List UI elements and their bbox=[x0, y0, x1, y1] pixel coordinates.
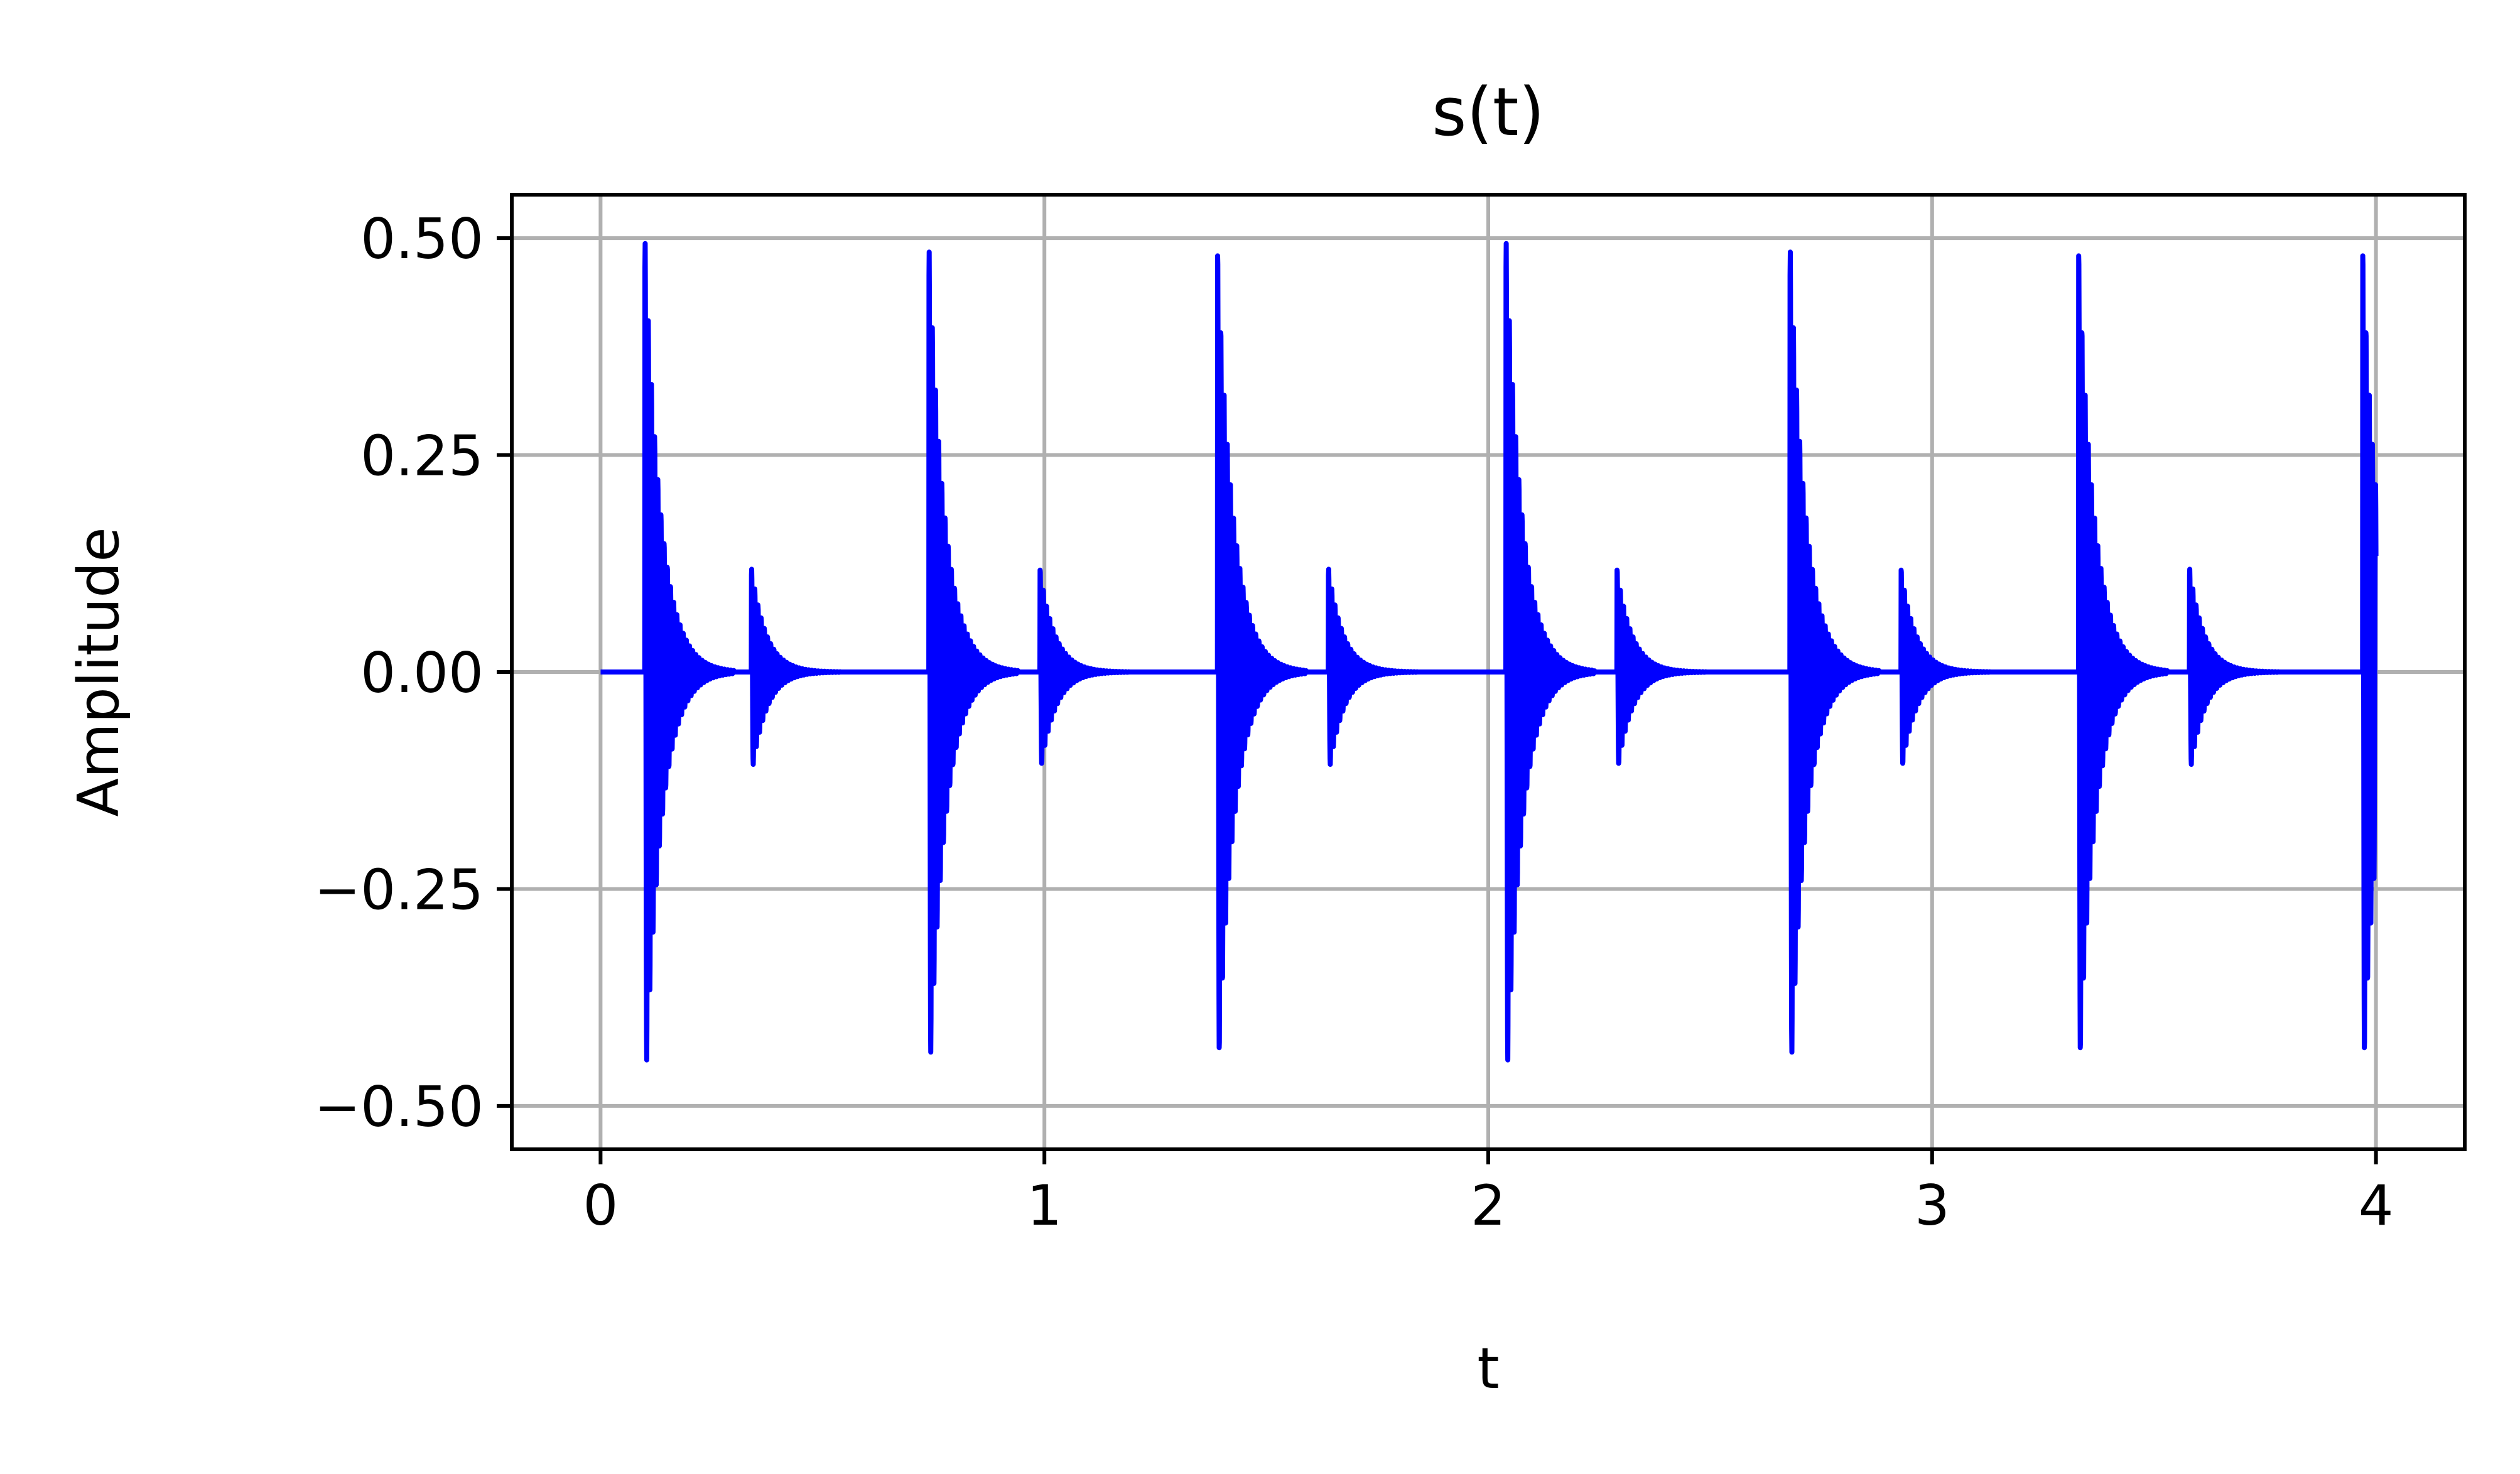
x-tick-label-4: 4 bbox=[2359, 1173, 2394, 1238]
x-tick-label-2: 2 bbox=[1471, 1173, 1506, 1238]
y-tick-label-0: 0.50 bbox=[360, 207, 484, 271]
y-tick-label-1: 0.25 bbox=[360, 424, 484, 489]
plot-area bbox=[598, 241, 2379, 1063]
y-axis-label: Amplitude bbox=[66, 527, 132, 816]
signal-line bbox=[598, 241, 2379, 1063]
x-axis-label: t bbox=[1477, 1336, 1499, 1402]
y-tick-label-2: 0.00 bbox=[360, 641, 484, 705]
x-tick-label-3: 3 bbox=[1915, 1173, 1950, 1238]
ticks: 0 1 2 3 4 0.50 0.25 0.00 −0.25 −0.50 bbox=[314, 207, 2393, 1238]
chart-title: s(t) bbox=[1432, 73, 1545, 151]
x-tick-label-0: 0 bbox=[583, 1173, 618, 1238]
y-tick-label-3: −0.25 bbox=[314, 857, 484, 922]
x-tick-label-1: 1 bbox=[1027, 1173, 1062, 1238]
y-tick-label-4: −0.50 bbox=[314, 1075, 484, 1139]
